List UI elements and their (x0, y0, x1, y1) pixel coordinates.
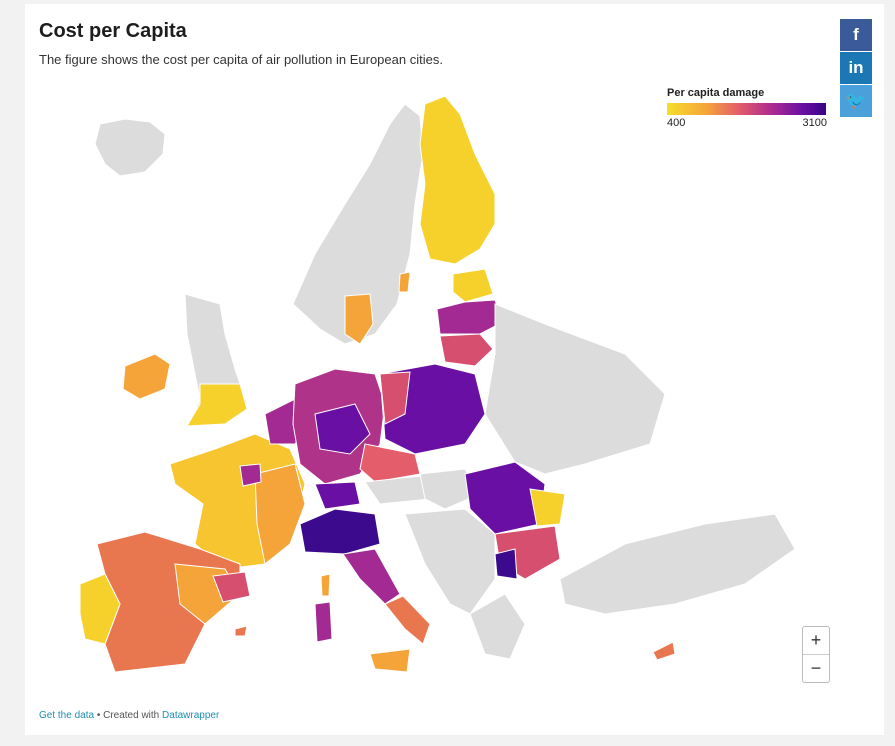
region-balkans[interactable] (404, 508, 496, 615)
region-south-sweden[interactable] (344, 293, 374, 345)
linkedin-icon: in (848, 58, 864, 77)
region-poland-west[interactable] (379, 371, 411, 425)
region-east-europe[interactable] (484, 303, 666, 475)
region-italy-south[interactable] (384, 595, 431, 645)
region-turkey[interactable] (559, 513, 796, 615)
region-finland[interactable] (419, 95, 496, 265)
region-france-east[interactable] (254, 463, 306, 565)
share-buttons: f in 🐦 (840, 19, 872, 118)
region-romania-east[interactable] (529, 488, 566, 527)
region-ireland[interactable] (122, 353, 171, 400)
legend-title: Per capita damage (667, 87, 765, 99)
region-iceland[interactable] (94, 118, 166, 177)
twitter-icon: 🐦 (845, 91, 867, 110)
color-legend: Per capita damage 400 3100 (667, 87, 827, 129)
linkedin-share-button[interactable]: in (840, 52, 872, 84)
legend-ticks: 400 3100 (667, 117, 827, 129)
chart-card: Cost per Capita The figure shows the cos… (25, 4, 884, 735)
get-data-link[interactable]: Get the data (39, 710, 95, 721)
region-england-south[interactable] (186, 383, 248, 427)
region-estonia[interactable] (452, 268, 494, 303)
region-switzerland[interactable] (314, 481, 361, 510)
chart-title: Cost per Capita (39, 20, 187, 42)
region-gotland[interactable] (398, 271, 411, 293)
zoom-out-button[interactable]: − (803, 654, 829, 682)
zoom-in-button[interactable]: + (810, 630, 822, 650)
datawrapper-link[interactable]: Datawrapper (162, 710, 220, 721)
region-italy-center[interactable] (342, 548, 401, 605)
region-corsica[interactable] (320, 573, 331, 597)
twitter-share-button[interactable]: 🐦 (840, 85, 872, 117)
legend-gradient-bar (667, 103, 826, 115)
zoom-controls: + − (802, 626, 830, 683)
region-hungary[interactable] (419, 468, 481, 510)
europe-map[interactable] (25, 4, 884, 704)
region-portugal[interactable] (79, 573, 121, 645)
region-bulgaria-west[interactable] (494, 548, 518, 580)
region-italy-north[interactable] (299, 508, 381, 555)
region-catalonia[interactable] (212, 571, 251, 603)
region-germany-center[interactable] (314, 403, 371, 455)
footer-separator: • Created with (94, 710, 163, 721)
region-lithuania[interactable] (439, 333, 494, 367)
region-greece[interactable] (469, 593, 526, 660)
legend-min-label: 400 (667, 117, 686, 129)
region-cyprus[interactable] (652, 641, 676, 661)
region-sardinia[interactable] (314, 601, 333, 643)
region-latvia[interactable] (436, 299, 504, 335)
region-france-paris[interactable] (239, 463, 262, 487)
facebook-icon: f (853, 25, 859, 44)
chart-subtitle: The figure shows the cost per capita of … (39, 52, 443, 67)
region-sicily[interactable] (369, 648, 411, 673)
legend-max-label: 3100 (802, 117, 827, 129)
region-balearics[interactable] (234, 625, 248, 637)
facebook-share-button[interactable]: f (840, 19, 872, 51)
footer: Get the data • Created with Datawrapper (39, 710, 219, 721)
